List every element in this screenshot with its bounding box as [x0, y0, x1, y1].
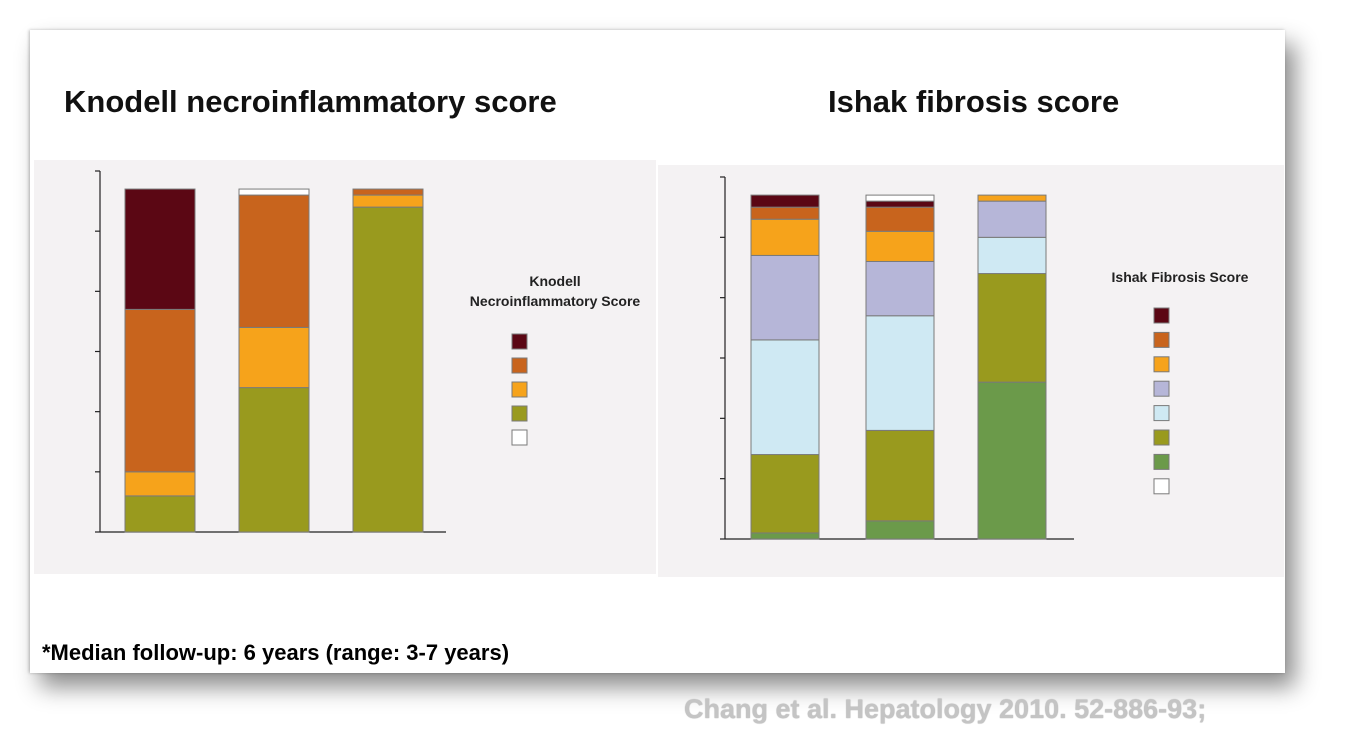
bar-segment-week-48-missing	[865, 194, 935, 202]
bar-segment-baseline-4	[750, 218, 820, 256]
ishak-chart-title: Ishak fibrosis score	[828, 84, 1120, 119]
legend-title: Ishak Fibrosis Score	[1112, 269, 1249, 285]
bar-segment-baseline-10-14	[124, 188, 196, 310]
bar-segment-long-term-0-3	[352, 206, 424, 533]
bar-segment-week-48-7-9	[238, 194, 310, 328]
legend-title: Necroinflammatory Score	[470, 293, 641, 309]
bar-segment-baseline-4-6	[124, 471, 196, 497]
legend-swatch-4	[1153, 356, 1170, 373]
bar-segment-week-48-5	[865, 206, 935, 232]
bar-segment-week-48-4	[865, 230, 935, 262]
legend-swatch-6	[1153, 307, 1170, 324]
bar-segment-week-48-3	[865, 260, 935, 317]
bar-segment-baseline-0-3	[124, 495, 196, 533]
legend-swatch-3	[1153, 380, 1170, 397]
legend-swatch-4-6	[511, 381, 528, 398]
legend-title: Knodell	[529, 273, 580, 289]
bar-segment-long-term-4	[977, 194, 1047, 202]
footnote: *Median follow-up: 6 years (range: 3-7 y…	[42, 640, 510, 665]
legend-swatch-0-3	[511, 405, 528, 422]
citation: Chang et al. Hepatology 2010. 52-886-93;	[684, 694, 1207, 724]
bar-segment-week-48-2	[865, 315, 935, 431]
legend-swatch-missing	[1153, 478, 1170, 495]
bar-segment-week-48-6	[865, 200, 935, 208]
legend-swatch-7-9	[511, 357, 528, 374]
bar-segment-baseline-0	[750, 532, 820, 540]
knodell-chart-title: Knodell necroinflammatory score	[64, 84, 557, 119]
bar-segment-baseline-1	[750, 454, 820, 534]
bar-segment-baseline-2	[750, 339, 820, 456]
bar-segment-long-term-3	[977, 200, 1047, 238]
bar-segment-week-48-0-3	[238, 387, 310, 533]
legend-swatch-missing	[511, 429, 528, 446]
legend-swatch-10-14	[511, 333, 528, 350]
legend-swatch-1	[1153, 429, 1170, 446]
bar-segment-long-term-1	[977, 273, 1047, 383]
legend-swatch-5	[1153, 331, 1170, 348]
bar-segment-week-48-1	[865, 429, 935, 522]
bar-segment-baseline-3	[750, 254, 820, 341]
bar-segment-baseline-5	[750, 206, 820, 220]
legend-swatch-0	[1153, 453, 1170, 470]
legend-swatch-2	[1153, 405, 1170, 422]
bar-segment-baseline-6	[750, 194, 820, 208]
bar-segment-week-48-0	[865, 520, 935, 540]
bar-segment-long-term-7-9	[352, 188, 424, 196]
bar-segment-long-term-2	[977, 236, 1047, 275]
bar-segment-week-48-missing	[238, 188, 310, 196]
bar-segment-long-term-0	[977, 381, 1047, 540]
bar-segment-week-48-4-6	[238, 326, 310, 389]
